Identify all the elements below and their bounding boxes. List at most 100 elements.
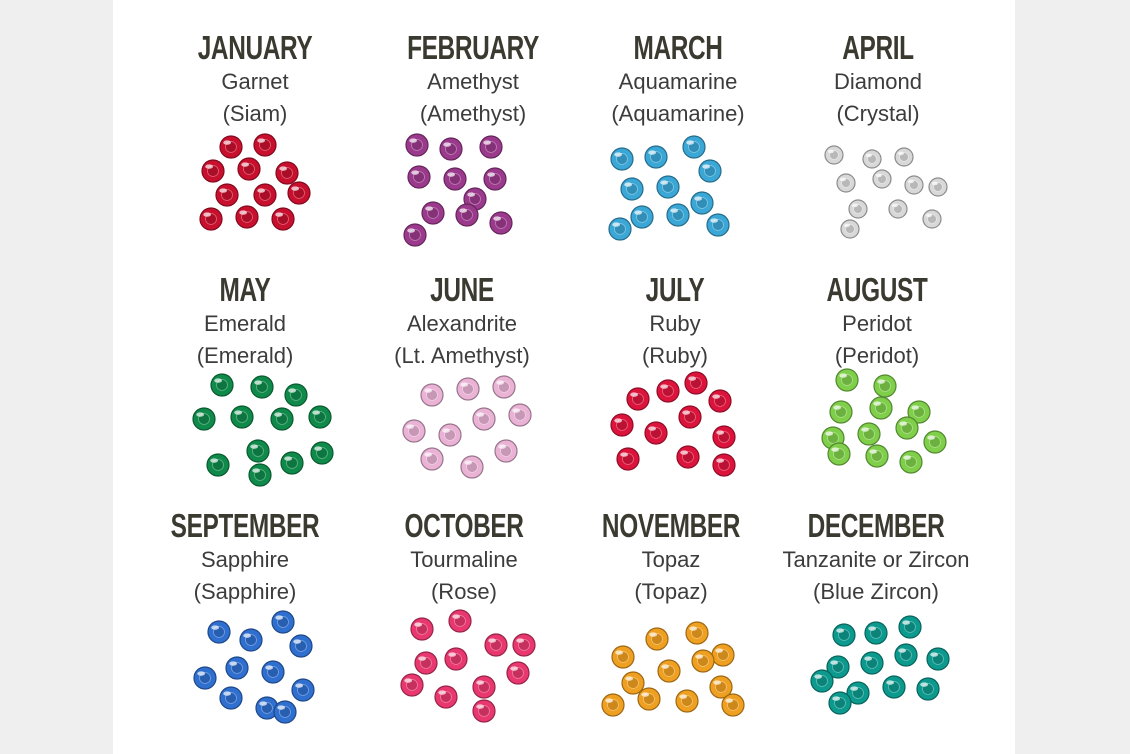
rhinestone: [721, 693, 745, 717]
rhinestone: [308, 405, 332, 429]
rhinestone: [916, 677, 940, 701]
rhinestone: [253, 183, 277, 207]
rhinestone: [928, 177, 948, 197]
rhinestone: [865, 444, 889, 468]
rhinestone: [832, 623, 856, 647]
rhinestone: [215, 183, 239, 207]
gem-cluster-july: [610, 371, 736, 477]
rhinestone: [644, 145, 668, 169]
rhinestone: [489, 211, 513, 235]
month-label: OCTOBER: [404, 507, 524, 544]
stone-name: Alexandrite: [406, 311, 518, 336]
rhinestone: [610, 413, 634, 437]
rhinestone: [676, 445, 700, 469]
crystal-name: (Blue Zircon): [813, 579, 939, 604]
crystal-name: (Aquamarine): [611, 101, 745, 126]
rhinestone: [492, 375, 516, 399]
stone-name: Ruby: [649, 311, 701, 336]
rhinestone: [708, 389, 732, 413]
rhinestone: [836, 173, 856, 193]
stone-name: Tourmaline: [410, 547, 518, 572]
rhinestone: [685, 621, 709, 645]
crystal-name: (Ruby): [641, 343, 708, 368]
birthstone-november: NOVEMBER Topaz (Topaz): [551, 508, 791, 608]
rhinestone: [682, 135, 706, 159]
rhinestone: [862, 149, 882, 169]
rhinestone: [882, 675, 906, 699]
rhinestone: [637, 687, 661, 711]
crystal-name: (Peridot): [834, 343, 920, 368]
rhinestone: [443, 167, 467, 191]
rhinestone: [846, 681, 870, 705]
month-label: APRIL: [842, 29, 914, 66]
rhinestone: [829, 400, 853, 424]
month-label: DECEMBER: [807, 507, 945, 544]
rhinestone: [291, 678, 315, 702]
birthstone-january: JANUARY Garnet (Siam): [135, 30, 375, 130]
birthstone-july: JULY Ruby (Ruby): [555, 272, 795, 372]
rhinestone: [873, 374, 897, 398]
rhinestone: [219, 135, 243, 159]
rhinestone: [508, 403, 532, 427]
rhinestone: [810, 669, 834, 693]
rhinestone: [860, 651, 884, 675]
rhinestone: [621, 671, 645, 695]
month-label: MAY: [219, 271, 271, 308]
birthstone-march: MARCH Aquamarine (Aquamarine): [558, 30, 798, 130]
rhinestone: [656, 175, 680, 199]
rhinestone: [869, 396, 893, 420]
rhinestone: [403, 223, 427, 247]
rhinestone: [225, 656, 249, 680]
rhinestone: [484, 633, 508, 657]
rhinestone: [400, 673, 424, 697]
rhinestone: [405, 133, 429, 157]
month-label: FEBRUARY: [407, 29, 539, 66]
rhinestone: [666, 203, 690, 227]
rhinestone: [926, 647, 950, 671]
stone-name: Emerald: [204, 311, 286, 336]
rhinestone: [206, 453, 230, 477]
rhinestone: [644, 421, 668, 445]
rhinestone: [824, 145, 844, 165]
crystal-name: (Emerald): [196, 343, 294, 368]
rhinestone: [626, 387, 650, 411]
rhinestone: [630, 205, 654, 229]
rhinestone: [199, 207, 223, 231]
rhinestone: [207, 620, 231, 644]
crystal-name: (Rose): [430, 579, 497, 604]
rhinestone: [898, 615, 922, 639]
rhinestone: [826, 655, 850, 679]
rhinestone: [712, 425, 736, 449]
crystal-name: (Lt. Amethyst): [394, 343, 530, 368]
stone-name: Aquamarine: [618, 69, 738, 94]
rhinestone: [494, 439, 518, 463]
rhinestone: [460, 455, 484, 479]
rhinestone: [690, 191, 714, 215]
rhinestone: [456, 377, 480, 401]
gem-cluster-december: [810, 615, 950, 715]
rhinestone: [472, 699, 496, 723]
rhinestone: [894, 643, 918, 667]
rhinestone: [230, 405, 254, 429]
rhinestone: [922, 209, 942, 229]
rhinestone: [828, 691, 852, 715]
stone-name: Sapphire: [200, 547, 290, 572]
rhinestone: [601, 693, 625, 717]
rhinestone: [284, 383, 308, 407]
rhinestone: [835, 368, 859, 392]
stone-name: Diamond: [833, 69, 923, 94]
rhinestone: [201, 159, 225, 183]
crystal-name: (Sapphire): [193, 579, 297, 604]
rhinestone: [246, 439, 270, 463]
rhinestone: [472, 407, 496, 431]
rhinestone: [894, 147, 914, 167]
gem-cluster-february: [403, 133, 513, 247]
rhinestone: [899, 450, 923, 474]
rhinestone: [420, 447, 444, 471]
rhinestone: [620, 177, 644, 201]
rhinestone: [239, 628, 263, 652]
crystal-name: (Amethyst): [419, 101, 527, 126]
month-label: SEPTEMBER: [170, 507, 320, 544]
rhinestone: [872, 169, 892, 189]
rhinestone: [864, 621, 888, 645]
